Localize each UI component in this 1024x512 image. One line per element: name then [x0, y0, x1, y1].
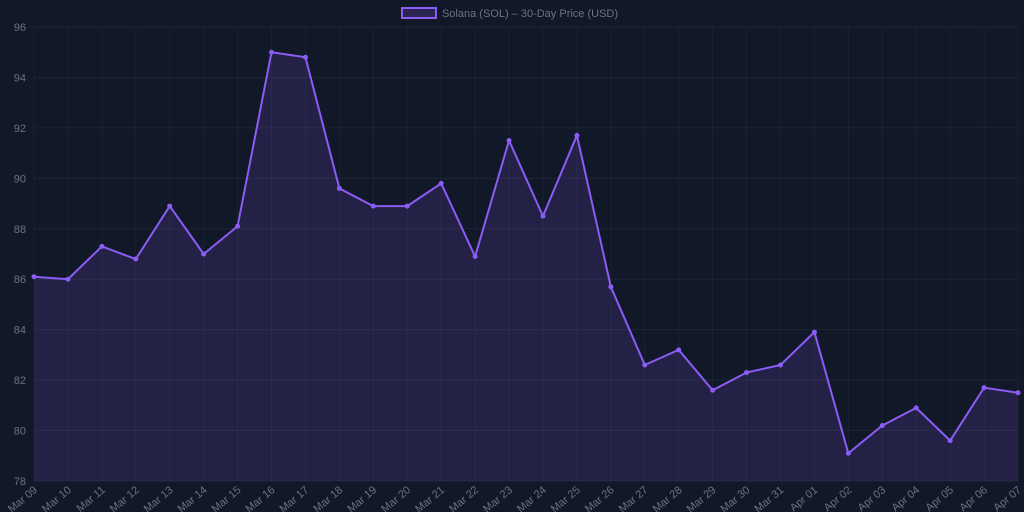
y-tick-label: 88 [14, 224, 26, 236]
x-tick-label: Mar 14 [176, 484, 210, 512]
x-tick-label: Mar 10 [40, 484, 74, 512]
point [540, 213, 546, 219]
x-tick-label: Apr 03 [856, 484, 889, 512]
x-tick-label: Mar 11 [74, 484, 107, 512]
x-tick-label: Mar 26 [583, 484, 617, 512]
point [404, 203, 410, 209]
point [472, 254, 478, 260]
point [981, 385, 987, 391]
x-tick-label: Apr 05 [924, 484, 957, 512]
point [269, 49, 275, 55]
point [65, 276, 71, 282]
x-tick-label: Mar 29 [685, 484, 719, 512]
point [608, 284, 614, 290]
point [133, 256, 139, 262]
line [33, 51, 1019, 455]
point [506, 138, 512, 143]
point [947, 438, 953, 444]
y-tick-label: 78 [14, 476, 26, 488]
point [811, 329, 817, 335]
x-tick-label: Mar 17 [277, 484, 311, 512]
x-tick-label: Mar 19 [345, 484, 379, 512]
point [370, 203, 376, 209]
point [438, 180, 444, 186]
x-tick-label: Mar 23 [481, 484, 515, 512]
x-tick-label: Mar 22 [447, 484, 481, 512]
x-tick-label: Mar 20 [379, 484, 413, 512]
grid [33, 26, 1019, 482]
point [235, 223, 241, 229]
area [34, 52, 1018, 481]
x-tick-label: Apr 01 [788, 484, 821, 512]
y-tick-label: 82 [14, 375, 26, 387]
point [845, 450, 851, 456]
y-tick-label: 86 [14, 274, 26, 286]
point [302, 54, 308, 60]
point [879, 423, 885, 429]
point [642, 362, 648, 368]
y-tick-label: 90 [14, 173, 26, 185]
point [913, 405, 919, 411]
point [744, 370, 750, 376]
point [31, 274, 37, 280]
x-tick-label: Apr 02 [822, 484, 855, 512]
x-tick-label: Mar 30 [719, 484, 753, 512]
x-tick-label: Mar 27 [617, 484, 651, 512]
x-tick-label: Mar 13 [142, 484, 176, 512]
x-tick-label: Mar 21 [413, 484, 447, 512]
x-tick-label: Mar 18 [311, 484, 345, 512]
y-tick-label: 84 [14, 325, 26, 337]
point [201, 251, 207, 257]
x-tick-label: Mar 24 [515, 484, 549, 512]
point [336, 185, 342, 191]
point [167, 203, 173, 209]
x-tick-label: Mar 15 [210, 484, 244, 512]
plot [31, 49, 1021, 481]
point [574, 132, 580, 138]
legend-label: Solana (SOL) – 30-Day Price (USD) [442, 8, 618, 20]
point [777, 362, 783, 368]
x-tick-label: Apr 06 [957, 484, 990, 512]
x-tick-label: Mar 25 [549, 484, 583, 512]
legend-swatch [400, 7, 437, 19]
point [99, 243, 105, 249]
y-tick-label: 92 [14, 123, 26, 135]
x-tick-label: Apr 07 [991, 484, 1024, 512]
point [1015, 390, 1021, 396]
x-tick-label: Mar 12 [108, 484, 142, 512]
point [710, 387, 716, 393]
y-tick-label: 80 [14, 426, 26, 438]
y-tick-label: 94 [14, 72, 26, 84]
x-tick-label: Mar 09 [6, 484, 40, 512]
y-tick-label: 96 [14, 22, 26, 34]
point [676, 347, 682, 353]
x-tick-label: Mar 28 [651, 484, 685, 512]
x-tick-label: Apr 04 [890, 484, 923, 512]
x-tick-label: Mar 16 [243, 484, 277, 512]
x-tick-label: Mar 31 [752, 484, 786, 512]
